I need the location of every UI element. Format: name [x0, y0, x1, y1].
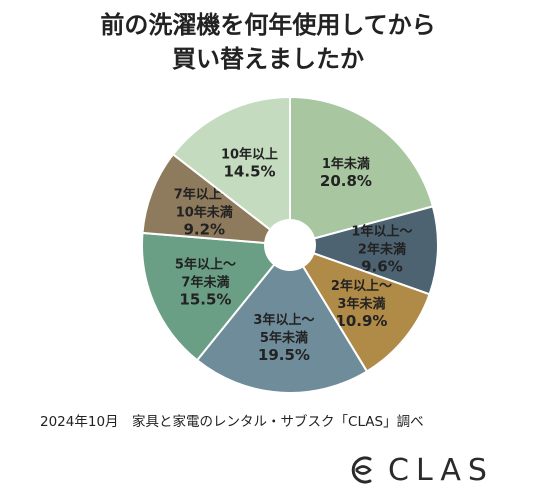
slice-category-label: 5年以上～: [175, 256, 236, 272]
slice-value-label: 15.5%: [179, 290, 231, 308]
slice-category-label: 2年以上～: [331, 278, 392, 294]
slice-category-label: 10年以上: [221, 146, 278, 162]
slice-category-label: 3年未満: [337, 296, 385, 312]
slice-category-label: 2年未満: [358, 241, 406, 257]
slice-label-3: 2年以上～ 3年未満 10.9%: [331, 278, 392, 330]
slice-label-7: 10年以上 14.5%: [221, 146, 278, 180]
clas-logo-icon: [351, 456, 372, 484]
chart-title-line-1: 前の洗濯機を何年使用してから: [100, 11, 436, 39]
slice-value-label: 9.6%: [361, 257, 403, 275]
slice-label-2: 1年以上～ 2年未満 9.6%: [351, 223, 412, 275]
brand-logo: CLAS: [348, 450, 494, 490]
slice-label-4: 3年以上～ 5年未満 19.5%: [253, 312, 314, 364]
slice-category-label: 7年未満: [181, 274, 229, 290]
slice-category-label: 1年未満: [322, 156, 370, 172]
slice-value-label: 10.9%: [335, 312, 387, 330]
chart-title-line-2: 買い替えましたか: [172, 45, 364, 73]
source-footnote: 2024年10月 家具と家電のレンタル・サブスク「CLAS」調べ: [40, 414, 424, 430]
slice-category-label: 1年以上～: [351, 223, 412, 239]
brand-name: CLAS: [388, 452, 494, 488]
slice-value-label: 14.5%: [224, 162, 276, 180]
slice-category-label: 5年未満: [260, 330, 308, 346]
slice-label-1: 1年未満 20.8%: [320, 156, 372, 190]
slice-value-label: 19.5%: [258, 346, 310, 364]
chart-title: 前の洗濯機を何年使用してから 買い替えましたか: [0, 8, 536, 76]
donut-hole: [265, 220, 315, 270]
slice-label-5: 5年以上～ 7年未満 15.5%: [175, 256, 236, 308]
slice-category-label: 10年未満: [176, 205, 233, 221]
slice-value-label: 9.2%: [183, 221, 225, 239]
slice-value-label: 20.8%: [320, 172, 372, 190]
slice-category-label: 3年以上～: [253, 312, 314, 328]
